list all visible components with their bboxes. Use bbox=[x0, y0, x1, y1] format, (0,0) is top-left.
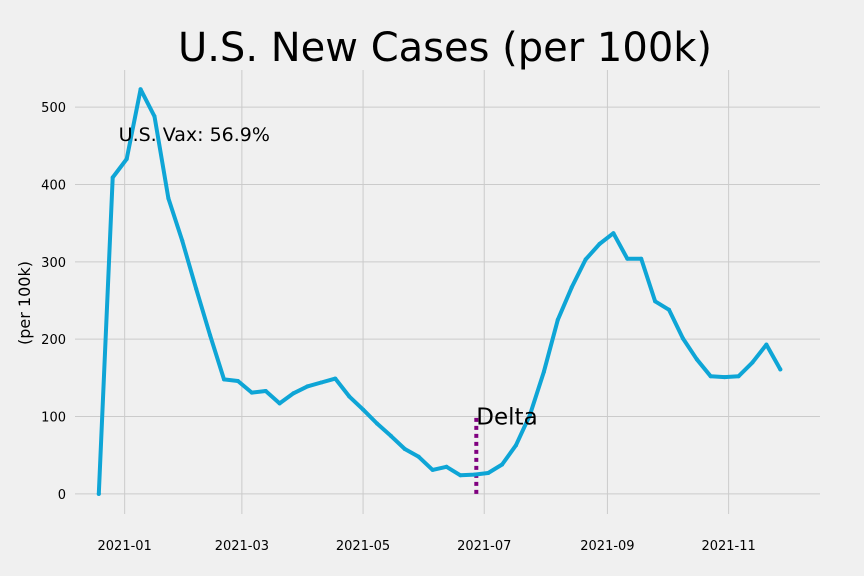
data-point bbox=[472, 472, 477, 477]
data-point bbox=[569, 285, 574, 290]
data-point bbox=[235, 379, 240, 383]
data-point bbox=[514, 443, 518, 448]
data-point bbox=[263, 389, 268, 393]
data-point bbox=[625, 256, 630, 261]
data-point bbox=[96, 491, 101, 496]
x-tick-label: 2021-05 bbox=[336, 539, 390, 554]
data-point bbox=[180, 238, 185, 243]
y-tick-label: 200 bbox=[41, 333, 66, 348]
y-tick-label: 400 bbox=[41, 178, 66, 193]
data-point bbox=[222, 377, 226, 382]
data-point bbox=[375, 421, 379, 426]
data-point bbox=[486, 471, 491, 475]
data-point bbox=[347, 394, 352, 399]
data-point bbox=[764, 342, 769, 347]
data-point bbox=[778, 367, 783, 372]
vax-annotation: U.S. Vax: 56.9% bbox=[119, 124, 270, 146]
y-tick-label: 500 bbox=[41, 101, 66, 116]
data-point bbox=[639, 256, 644, 261]
data-point bbox=[694, 357, 699, 362]
data-point bbox=[458, 473, 463, 478]
y-axis-label: (per 100k) bbox=[15, 261, 34, 345]
data-point bbox=[611, 231, 616, 236]
data-point bbox=[277, 401, 282, 406]
data-point bbox=[194, 286, 199, 291]
data-point bbox=[208, 333, 213, 338]
y-tick-label: 0 bbox=[58, 488, 66, 503]
data-point bbox=[541, 369, 546, 374]
x-tick-label: 2021-01 bbox=[98, 539, 152, 554]
data-point bbox=[444, 464, 449, 469]
data-point bbox=[597, 242, 602, 246]
y-tick-label: 300 bbox=[41, 256, 66, 271]
x-tick-label: 2021-11 bbox=[701, 539, 755, 554]
data-point bbox=[152, 114, 157, 119]
y-tick-label: 100 bbox=[41, 411, 66, 426]
data-point bbox=[708, 374, 713, 379]
data-point bbox=[500, 462, 505, 467]
data-point bbox=[361, 407, 366, 412]
series-line bbox=[96, 87, 783, 496]
data-point bbox=[110, 175, 115, 180]
delta-annotation: Delta bbox=[476, 405, 537, 431]
x-tick-label: 2021-07 bbox=[457, 539, 511, 554]
data-point bbox=[319, 380, 324, 385]
data-point bbox=[653, 299, 658, 304]
y-axis-ticks: 0 100 200 300 400 500 bbox=[41, 101, 66, 503]
data-point bbox=[291, 391, 296, 396]
data-point bbox=[667, 307, 671, 312]
grid bbox=[75, 70, 820, 514]
chart-title: U.S. New Cases (per 100k) bbox=[178, 25, 712, 71]
data-point bbox=[736, 374, 741, 379]
data-point bbox=[138, 87, 143, 92]
data-point bbox=[305, 384, 310, 389]
data-point bbox=[249, 390, 254, 395]
data-point bbox=[416, 454, 421, 459]
data-point bbox=[583, 257, 588, 262]
data-point bbox=[124, 157, 129, 161]
data-point bbox=[402, 447, 407, 451]
data-point bbox=[388, 433, 393, 438]
data-points bbox=[96, 87, 783, 496]
data-point bbox=[750, 360, 755, 365]
x-axis-ticks: 2021-01 2021-03 2021-05 2021-07 2021-09 2021-… bbox=[98, 539, 756, 554]
data-point bbox=[680, 336, 685, 341]
data-point bbox=[555, 317, 560, 322]
data-point bbox=[527, 413, 532, 417]
data-point bbox=[722, 375, 727, 380]
data-point bbox=[430, 467, 435, 472]
data-point bbox=[333, 376, 338, 381]
x-tick-label: 2021-09 bbox=[580, 539, 634, 554]
data-point bbox=[166, 196, 171, 201]
x-tick-label: 2021-03 bbox=[215, 539, 269, 554]
